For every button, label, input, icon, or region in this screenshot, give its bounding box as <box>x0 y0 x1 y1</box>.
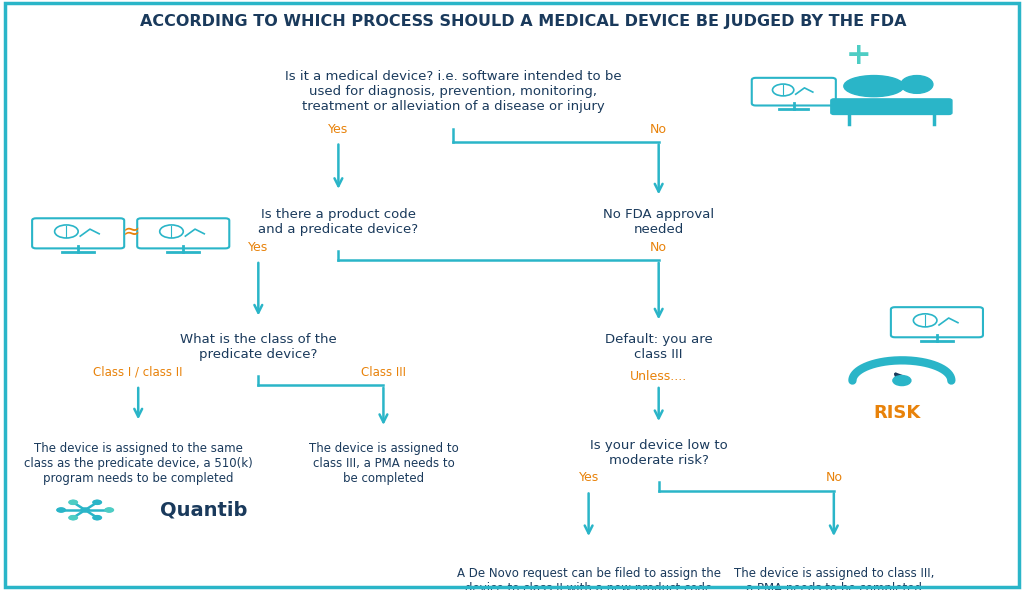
Text: Unless....: Unless.... <box>630 370 687 383</box>
Text: Is it a medical device? i.e. software intended to be
used for diagnosis, prevent: Is it a medical device? i.e. software in… <box>285 70 622 113</box>
Circle shape <box>92 515 102 520</box>
Circle shape <box>93 500 101 505</box>
Circle shape <box>104 507 114 513</box>
Circle shape <box>69 515 78 520</box>
Text: Yes: Yes <box>248 241 268 254</box>
Circle shape <box>56 507 66 513</box>
Circle shape <box>80 507 90 513</box>
Text: ACCORDING TO WHICH PROCESS SHOULD A MEDICAL DEVICE BE JUDGED BY THE FDA: ACCORDING TO WHICH PROCESS SHOULD A MEDI… <box>140 14 907 29</box>
FancyBboxPatch shape <box>752 78 836 106</box>
Circle shape <box>93 515 101 520</box>
Text: The device is assigned to the same
class as the predicate device, a 510(k)
progr: The device is assigned to the same class… <box>24 442 253 486</box>
Circle shape <box>56 507 67 513</box>
Text: ≈: ≈ <box>123 222 140 242</box>
FancyBboxPatch shape <box>32 218 124 248</box>
Circle shape <box>901 76 933 93</box>
Text: No FDA approval
needed: No FDA approval needed <box>603 208 714 236</box>
Text: Class III: Class III <box>360 366 406 379</box>
Text: Default: you are
class III: Default: you are class III <box>605 333 713 361</box>
Circle shape <box>69 500 78 505</box>
Text: Class I / class II: Class I / class II <box>93 366 183 379</box>
FancyBboxPatch shape <box>830 99 952 114</box>
Text: Is there a product code
and a predicate device?: Is there a product code and a predicate … <box>258 208 419 236</box>
Circle shape <box>69 515 78 520</box>
Text: A De Novo request can be filed to assign the
device to class II with a new produ: A De Novo request can be filed to assign… <box>457 566 721 590</box>
FancyBboxPatch shape <box>137 218 229 248</box>
Text: What is the class of the
predicate device?: What is the class of the predicate devic… <box>180 333 337 361</box>
Text: Is your device low to
moderate risk?: Is your device low to moderate risk? <box>590 439 727 467</box>
Text: No: No <box>650 123 668 136</box>
Circle shape <box>104 507 115 513</box>
Text: The device is assigned to
class III, a PMA needs to
be completed: The device is assigned to class III, a P… <box>308 442 459 486</box>
Ellipse shape <box>844 76 904 97</box>
Circle shape <box>69 500 78 505</box>
Text: No: No <box>650 241 668 254</box>
Text: The device is assigned to class III,
a PMA needs to be completed: The device is assigned to class III, a P… <box>733 566 934 590</box>
Text: Quantib: Quantib <box>160 500 248 520</box>
Text: Yes: Yes <box>579 471 599 484</box>
FancyBboxPatch shape <box>891 307 983 337</box>
Text: Yes: Yes <box>329 123 348 136</box>
Text: +: + <box>846 41 871 70</box>
Circle shape <box>92 500 102 505</box>
Text: No: No <box>825 471 843 484</box>
Circle shape <box>893 376 911 385</box>
Text: RISK: RISK <box>873 404 921 422</box>
